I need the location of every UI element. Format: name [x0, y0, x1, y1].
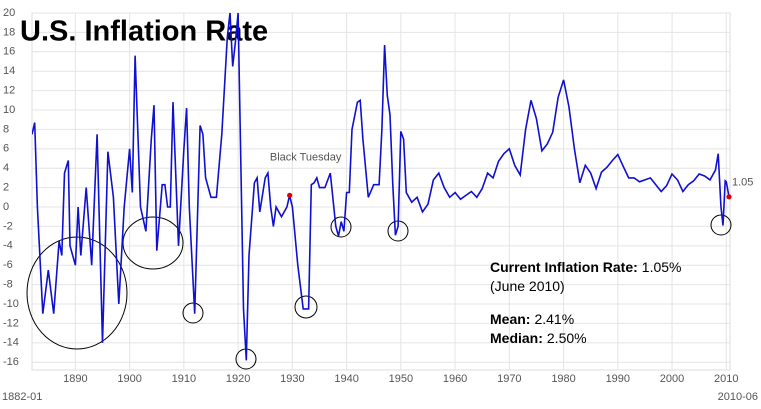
y-tick-label: 8 [3, 123, 9, 135]
inflation-line [32, 12, 730, 361]
annotation-circle [122, 216, 184, 270]
value-label: 1.05 [732, 177, 753, 189]
x-tick-label: 1890 [63, 373, 87, 385]
annotation-circle [710, 214, 732, 236]
y-tick-label: -6 [3, 259, 13, 271]
y-tick-label: -4 [3, 240, 13, 252]
y-tick-label: 18 [3, 26, 15, 38]
y-tick-label: 4 [3, 162, 9, 174]
plot-frame [31, 12, 731, 371]
y-tick-label: 6 [3, 143, 9, 155]
y-tick-label: -8 [3, 279, 13, 291]
y-tick-label: 12 [3, 85, 15, 97]
x-tick-label: 1920 [226, 373, 250, 385]
stat-name: Mean: [490, 311, 530, 327]
stat-name: Current Inflation Rate: [490, 259, 638, 275]
y-tick-label: 14 [3, 65, 15, 77]
stat-name: (June 2010) [490, 278, 565, 294]
highlight-point [287, 192, 293, 198]
x-tick-label: 1960 [443, 373, 467, 385]
y-tick-label: -2 [3, 220, 13, 232]
stat: Mean: 2.41% [490, 311, 574, 327]
y-tick-label: 0 [3, 201, 9, 213]
stat: Current Inflation Rate: 1.05% [490, 259, 681, 275]
annotation-circles [26, 214, 732, 370]
annotation-circle [330, 216, 352, 238]
x-tick-label: 1930 [280, 373, 304, 385]
x-tick-label: 1910 [172, 373, 196, 385]
y-tick-label: 16 [3, 46, 15, 58]
y-tick-label: -10 [3, 298, 19, 310]
x-tick-label: 1990 [606, 373, 630, 385]
y-tick-label: -12 [3, 317, 19, 329]
annotation-circle [294, 295, 318, 319]
annotation: Black Tuesday [270, 151, 342, 163]
y-tick-label: 20 [3, 7, 15, 19]
grid [32, 12, 730, 370]
x-end-label: 2010-06 [718, 391, 758, 403]
stat-value: 2.41% [534, 311, 574, 327]
y-tick-label: 2 [3, 182, 9, 194]
x-tick-label: 2010 [714, 373, 738, 385]
x-tick-label: 1900 [117, 373, 141, 385]
x-tick-label: 1970 [497, 373, 521, 385]
annotation-circle [182, 302, 204, 324]
stat-name: Median: [490, 330, 543, 346]
x-tick-label: 1980 [551, 373, 575, 385]
x-tick-label: 1950 [389, 373, 413, 385]
y-tick-label: -16 [3, 356, 19, 368]
y-tick-label: -14 [3, 337, 19, 349]
y-tick-label: 10 [3, 104, 15, 116]
stat-value: 2.50% [547, 330, 587, 346]
x-tick-label: 1940 [334, 373, 358, 385]
x-tick-label: 2000 [660, 373, 684, 385]
x-start-label: 1882-01 [2, 391, 42, 403]
stat: (June 2010) [490, 278, 565, 294]
stat-value: 1.05% [642, 259, 682, 275]
stat: Median: 2.50% [490, 330, 587, 346]
highlight-point [726, 194, 732, 200]
